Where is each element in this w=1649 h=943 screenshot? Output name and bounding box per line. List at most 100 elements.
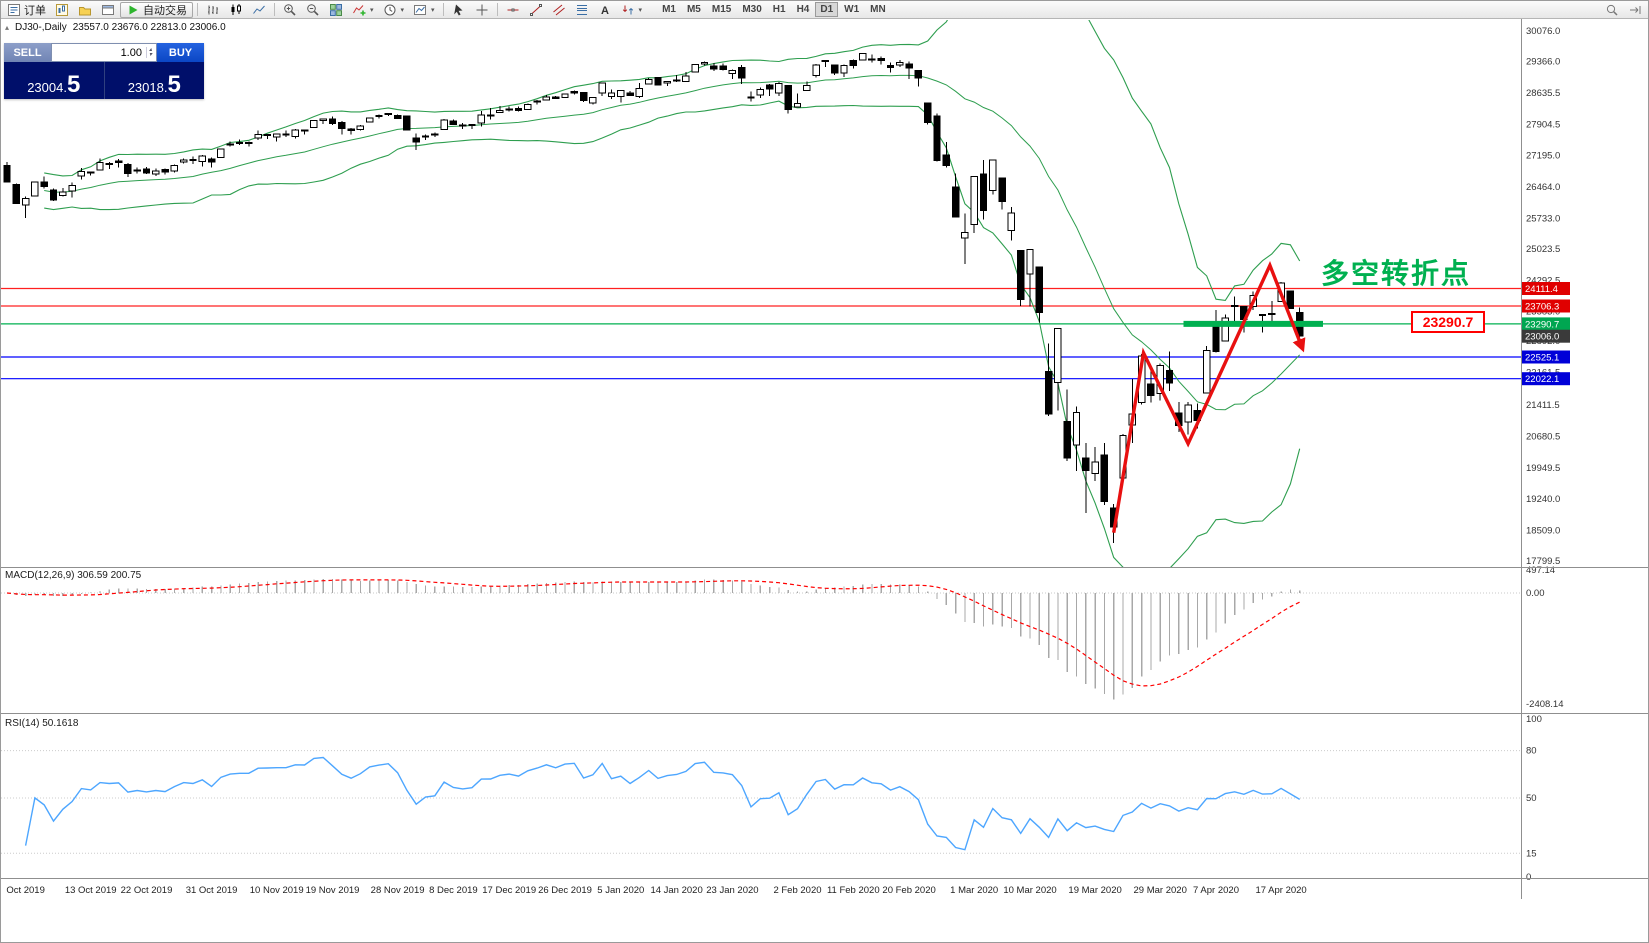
timeframe-m30-button[interactable]: M30 — [737, 2, 766, 17]
new-order-label: 订单 — [24, 4, 46, 17]
zigzag-annotation — [1112, 260, 1306, 533]
buy-price-pips: 5 — [167, 71, 181, 98]
svg-text:17 Dec 2019: 17 Dec 2019 — [482, 885, 536, 896]
auto-scroll-button[interactable] — [1624, 2, 1646, 18]
indicators-button[interactable]: ▾ — [348, 2, 378, 18]
tile-windows-icon — [329, 3, 343, 17]
timeframe-w1-button[interactable]: W1 — [839, 2, 864, 17]
symbol-ohlc-values: 23557.0 23676.0 22813.0 23006.0 — [72, 22, 226, 33]
turning-point-annotation[interactable]: 多空转折点 — [1321, 258, 1472, 289]
fibonacci-icon — [575, 3, 589, 17]
svg-text:80: 80 — [1526, 746, 1537, 757]
horizontal-line-icon — [506, 3, 520, 17]
text-tool-button[interactable]: A — [594, 2, 616, 18]
tile-windows-button[interactable] — [325, 2, 347, 18]
horizontal-line-tool-button[interactable] — [502, 2, 524, 18]
timeframe-m5-button[interactable]: M5 — [682, 2, 706, 17]
data-window-button[interactable] — [97, 2, 119, 18]
buy-price-main: 23018. — [127, 80, 168, 95]
cursor-icon — [452, 3, 466, 17]
bollinger-bands — [44, 20, 1301, 567]
svg-text:20 Feb 2020: 20 Feb 2020 — [882, 885, 935, 896]
svg-text:29366.0: 29366.0 — [1526, 57, 1560, 68]
toolbar: 订单 自动交易 ▾ ▾ ▾ A ▾ — [1, 1, 1648, 19]
svg-text:100: 100 — [1526, 714, 1542, 725]
sell-price-main: 23004. — [27, 80, 67, 95]
svg-text:1 Mar 2020: 1 Mar 2020 — [950, 885, 998, 896]
candlestick-mode-button[interactable] — [225, 2, 247, 18]
buy-button[interactable]: BUY — [157, 43, 204, 62]
lot-decrement-icon[interactable]: ▾ — [148, 51, 152, 58]
svg-text:30076.0: 30076.0 — [1526, 26, 1560, 37]
svg-text:26464.0: 26464.0 — [1526, 182, 1560, 193]
arrows-icon — [621, 3, 635, 17]
svg-text:A: A — [601, 5, 609, 17]
buy-price-button[interactable]: 23018. 5 — [104, 62, 204, 99]
svg-text:29 Mar 2020: 29 Mar 2020 — [1134, 885, 1187, 896]
line-chart-mode-button[interactable] — [248, 2, 270, 18]
indicators-caret-icon: ▾ — [370, 6, 374, 14]
timeframe-mn-button[interactable]: MN — [865, 2, 891, 17]
sell-price-button[interactable]: 23004. 5 — [4, 62, 105, 99]
chart-shift-icon — [1605, 3, 1619, 17]
arrows-caret-icon: ▾ — [638, 6, 643, 14]
profiles-button[interactable] — [74, 2, 96, 18]
arrows-tool-button[interactable]: ▾ — [617, 2, 647, 18]
lot-size-value: 1.00 — [120, 46, 142, 59]
svg-text:25023.5: 25023.5 — [1526, 244, 1560, 255]
svg-text:28 Nov 2019: 28 Nov 2019 — [371, 885, 425, 896]
macd-label: MACD(12,26,9) 306.59 200.75 — [5, 570, 142, 581]
svg-text:19 Nov 2019: 19 Nov 2019 — [306, 885, 360, 896]
candles — [3, 52, 1304, 544]
svg-text:19949.5: 19949.5 — [1526, 463, 1560, 474]
trendline-tool-button[interactable] — [525, 2, 547, 18]
channel-icon — [552, 3, 566, 17]
auto-scroll-icon — [1628, 3, 1642, 17]
autotrade-play-icon — [126, 3, 140, 17]
crosshair-tool-button[interactable] — [471, 2, 493, 18]
periods-button[interactable]: ▾ — [379, 2, 409, 18]
timeframe-h1-button[interactable]: H1 — [768, 2, 791, 17]
templates-icon — [413, 3, 427, 17]
bar-chart-icon — [206, 3, 220, 17]
svg-text:31 Oct 2019: 31 Oct 2019 — [186, 885, 238, 896]
timeframe-d1-button[interactable]: D1 — [815, 2, 839, 17]
fibonacci-tool-button[interactable] — [571, 2, 593, 18]
new-chart-button[interactable] — [51, 2, 73, 18]
zoom-in-button[interactable] — [279, 2, 301, 18]
zoom-out-button[interactable] — [302, 2, 324, 18]
svg-text:23 Jan 2020: 23 Jan 2020 — [706, 885, 758, 896]
svg-text:26 Dec 2019: 26 Dec 2019 — [538, 885, 592, 896]
svg-text:19240.0: 19240.0 — [1526, 494, 1560, 505]
templates-button[interactable]: ▾ — [409, 2, 439, 18]
svg-text:5 Jan 2020: 5 Jan 2020 — [597, 885, 644, 896]
trade-widget-prices: 23004. 5 23018. 5 — [4, 62, 204, 99]
lot-size-field[interactable]: 1.00 ▴ ▾ — [51, 43, 157, 62]
channel-tool-button[interactable] — [548, 2, 570, 18]
one-click-toggle-icon[interactable]: ▴ — [5, 23, 10, 32]
profiles-folder-icon — [78, 3, 92, 17]
trendline-icon — [529, 3, 543, 17]
price-tag: 23006.0 — [1522, 329, 1570, 343]
timeframe-m15-button[interactable]: M15 — [707, 2, 736, 17]
svg-text:27195.0: 27195.0 — [1526, 150, 1560, 161]
price-callout-box[interactable]: 23290.7 — [1411, 311, 1485, 333]
data-window-icon — [101, 3, 115, 17]
cursor-tool-button[interactable] — [448, 2, 470, 18]
rsi-line — [24, 756, 1301, 851]
autotrade-button[interactable]: 自动交易 — [120, 1, 193, 18]
bar-chart-mode-button[interactable] — [202, 2, 224, 18]
timeframe-m1-button[interactable]: M1 — [657, 2, 681, 17]
timeframe-h4-button[interactable]: H4 — [792, 2, 815, 17]
lot-stepper[interactable]: ▴ ▾ — [145, 47, 154, 58]
autotrade-label: 自动交易 — [143, 4, 187, 17]
new-order-button[interactable]: 订单 — [3, 2, 50, 18]
chart-shift-button[interactable] — [1601, 2, 1623, 18]
lot-increment-icon[interactable]: ▴ — [148, 47, 152, 53]
symbol-name: DJ30-,Daily — [15, 22, 67, 33]
svg-text:Oct 2019: Oct 2019 — [6, 885, 45, 896]
svg-text:22 Oct 2019: 22 Oct 2019 — [121, 885, 173, 896]
text-tool-icon: A — [598, 3, 612, 17]
sell-button[interactable]: SELL — [4, 43, 51, 62]
